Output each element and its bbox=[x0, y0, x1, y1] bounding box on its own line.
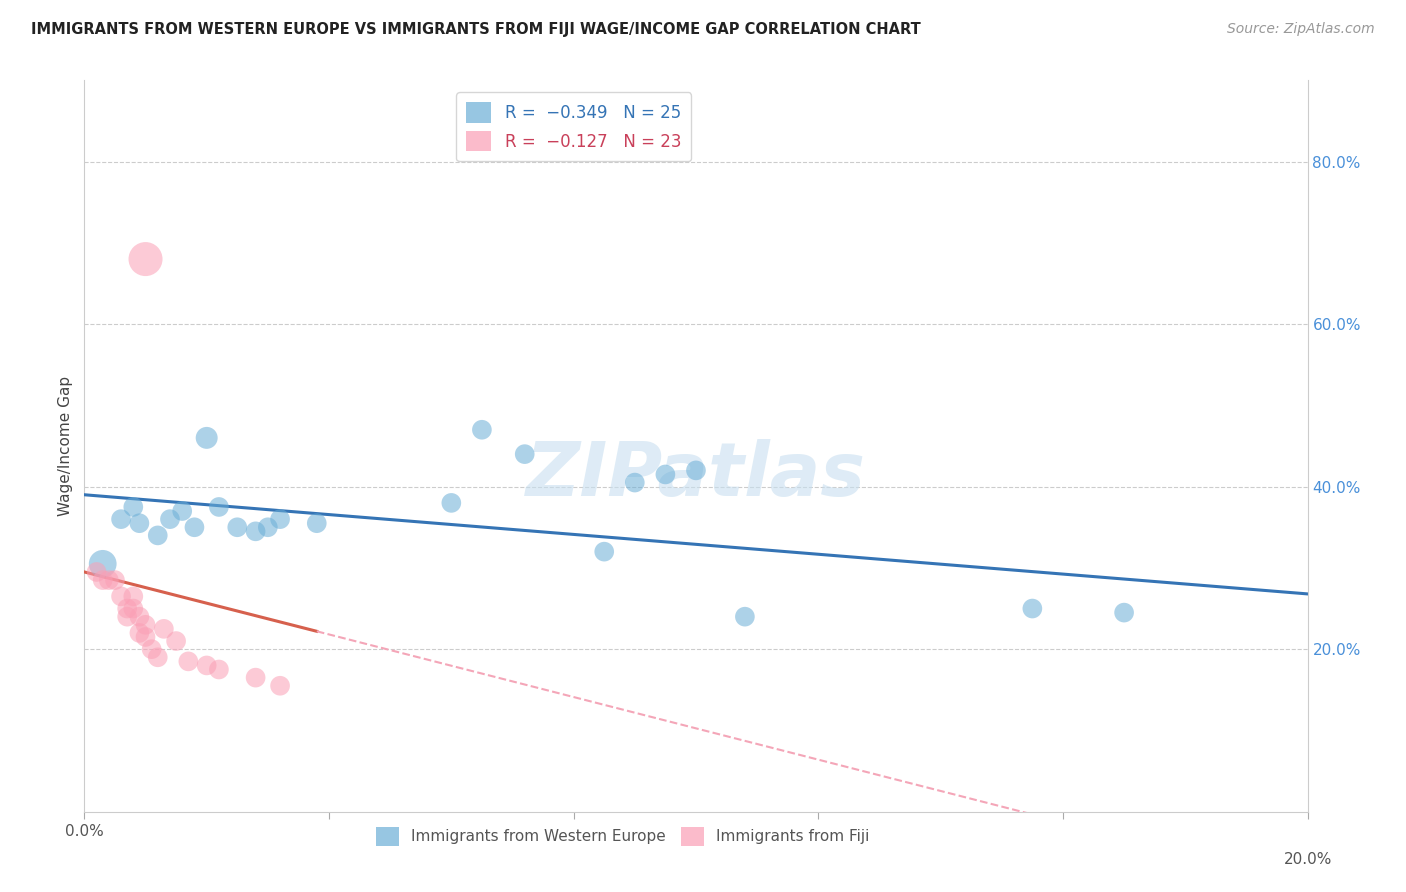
Point bbox=[245, 524, 267, 539]
Point bbox=[177, 654, 200, 668]
Text: ZIPatlas: ZIPatlas bbox=[526, 439, 866, 512]
Point bbox=[141, 642, 163, 657]
Point bbox=[269, 679, 291, 693]
Legend: Immigrants from Western Europe, Immigrants from Fiji: Immigrants from Western Europe, Immigran… bbox=[370, 821, 876, 852]
Point bbox=[257, 520, 280, 534]
Point bbox=[146, 528, 169, 542]
Point bbox=[128, 609, 150, 624]
Point bbox=[513, 447, 536, 461]
Text: 20.0%: 20.0% bbox=[1284, 852, 1331, 867]
Point bbox=[165, 634, 187, 648]
Point bbox=[1021, 601, 1043, 615]
Point bbox=[86, 565, 108, 579]
Point bbox=[122, 590, 145, 604]
Point bbox=[104, 573, 127, 587]
Point bbox=[135, 630, 157, 644]
Point bbox=[153, 622, 176, 636]
Point bbox=[135, 252, 157, 266]
Point bbox=[734, 609, 756, 624]
Point bbox=[159, 512, 181, 526]
Point bbox=[115, 601, 138, 615]
Point bbox=[624, 475, 647, 490]
Point bbox=[685, 463, 707, 477]
Point bbox=[110, 512, 132, 526]
Point bbox=[471, 423, 494, 437]
Point bbox=[195, 431, 218, 445]
Point bbox=[593, 544, 616, 558]
Point bbox=[91, 557, 114, 571]
Point bbox=[269, 512, 291, 526]
Text: IMMIGRANTS FROM WESTERN EUROPE VS IMMIGRANTS FROM FIJI WAGE/INCOME GAP CORRELATI: IMMIGRANTS FROM WESTERN EUROPE VS IMMIGR… bbox=[31, 22, 921, 37]
Point bbox=[226, 520, 249, 534]
Point bbox=[110, 590, 132, 604]
Point bbox=[97, 573, 120, 587]
Point bbox=[208, 663, 231, 677]
Point bbox=[440, 496, 463, 510]
Point bbox=[172, 504, 194, 518]
Point bbox=[1114, 606, 1136, 620]
Point bbox=[208, 500, 231, 514]
Point bbox=[195, 658, 218, 673]
Point bbox=[183, 520, 205, 534]
Y-axis label: Wage/Income Gap: Wage/Income Gap bbox=[58, 376, 73, 516]
Point bbox=[128, 516, 150, 531]
Point bbox=[305, 516, 328, 531]
Text: Source: ZipAtlas.com: Source: ZipAtlas.com bbox=[1227, 22, 1375, 37]
Point bbox=[135, 617, 157, 632]
Point bbox=[654, 467, 676, 482]
Point bbox=[115, 609, 138, 624]
Point bbox=[122, 601, 145, 615]
Point bbox=[146, 650, 169, 665]
Point bbox=[91, 573, 114, 587]
Point bbox=[122, 500, 145, 514]
Point bbox=[245, 671, 267, 685]
Point bbox=[128, 626, 150, 640]
